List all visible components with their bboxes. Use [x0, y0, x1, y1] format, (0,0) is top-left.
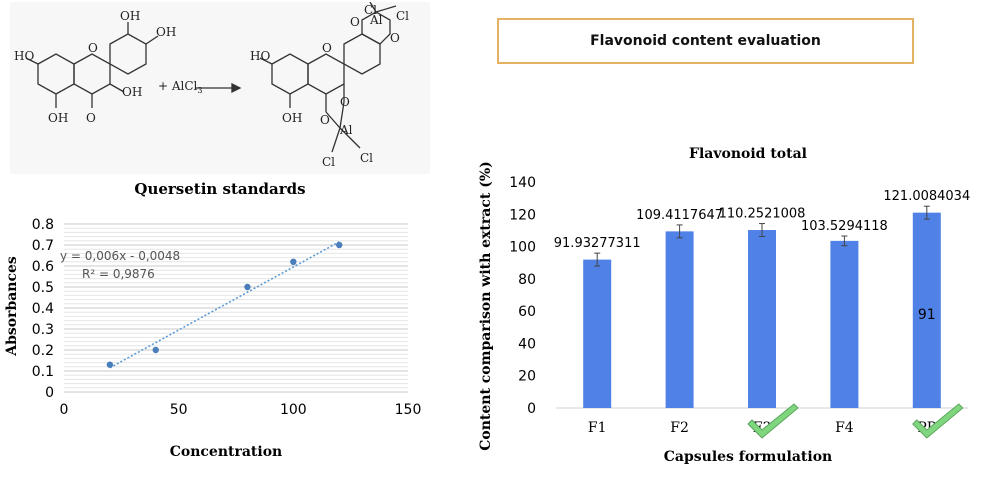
evaluation-title: Flavonoid content evaluation — [590, 33, 821, 49]
chem-label: Cl — [364, 3, 377, 17]
data-label: 109.4117647 — [636, 208, 723, 223]
chem-label: Cl — [322, 155, 335, 169]
chem-label: OH — [120, 9, 140, 23]
y-tick-label: 60 — [518, 304, 536, 320]
y-tick-label: 0.8 — [32, 217, 54, 233]
y-tick-label: 0.7 — [32, 238, 54, 254]
x-tick-label: 0 — [60, 402, 69, 418]
bar-chart: Flavonoid total 0 20 40 60 80 100 120 140 F1 F2 F… — [478, 146, 970, 465]
data-label: 91.93277311 — [554, 236, 641, 251]
scatter-equation: y = 0,006x - 0,0048 — [60, 249, 180, 263]
chem-label: Cl — [360, 151, 373, 165]
chem-label: O — [86, 111, 96, 125]
chem-label: O — [350, 15, 360, 29]
reagent-label: + AlCl3 — [158, 79, 203, 95]
checkmark-icon — [747, 403, 799, 439]
scatter-point — [290, 258, 297, 265]
scatter-point — [336, 241, 343, 249]
y-tick-label: 120 — [509, 207, 536, 223]
x-tick-label: F4 — [835, 420, 854, 436]
y-tick-label: 0 — [45, 385, 54, 401]
data-label: 110.2521008 — [719, 207, 806, 222]
scatter-point — [106, 361, 114, 368]
scatter-xlabel: Concentration — [170, 444, 283, 460]
y-tick-label: 140 — [509, 175, 536, 191]
x-tick-label: F1 — [588, 420, 607, 436]
bar-title: Flavonoid total — [689, 146, 807, 162]
inner-bar-label: 91 — [918, 307, 936, 323]
chem-label: O — [320, 113, 330, 127]
chem-label: HO — [250, 49, 270, 63]
scatter-point — [244, 283, 251, 291]
bar-f2 — [665, 231, 694, 408]
x-tick-label: F2 — [670, 420, 689, 436]
data-label: 121.0084034 — [883, 189, 970, 204]
chem-label: O — [322, 41, 332, 55]
scatter-chart: Quersetin standards 0 0.1 0.2 0.3 0.4 0.5 0.6 0… — [4, 180, 422, 460]
evaluation-title-box: Flavonoid content evaluation — [497, 18, 914, 64]
bar-f1 — [583, 259, 612, 408]
scatter-title: Quersetin standards — [134, 180, 305, 198]
chem-label: Cl — [396, 9, 409, 23]
chem-label: O — [88, 41, 98, 55]
bar-ylabel: Content comparison with extract (%) — [478, 161, 494, 451]
scatter-point — [152, 346, 159, 354]
y-tick-label: 0.3 — [32, 322, 54, 338]
x-tick-label: 50 — [170, 402, 188, 418]
y-tick-label: 20 — [518, 369, 536, 385]
y-tick-label: 40 — [518, 336, 536, 352]
checkmark-icon — [912, 403, 964, 439]
chem-label: O — [390, 31, 400, 45]
bar-xlabel: Capsules formulation — [664, 449, 832, 465]
y-tick-label: 100 — [509, 240, 536, 256]
chem-label: Al — [369, 13, 383, 27]
chem-label: OH — [282, 111, 302, 125]
y-tick-label: 0.5 — [32, 280, 54, 296]
chem-label: OH — [48, 111, 68, 125]
chem-label: OH — [122, 85, 142, 99]
y-tick-label: 0.6 — [32, 259, 54, 275]
y-tick-label: 0.4 — [32, 301, 54, 317]
chem-label: OH — [156, 25, 176, 39]
scatter-r2: R² = 0,9876 — [82, 267, 155, 281]
bar-pp — [912, 212, 941, 408]
x-tick-label: 100 — [280, 402, 307, 418]
chem-label: Al — [339, 123, 353, 137]
data-label: 103.5294118 — [801, 219, 888, 234]
y-tick-label: 0 — [527, 401, 536, 417]
chem-label: O — [340, 95, 350, 109]
scatter-ylabel: Absorbances — [4, 256, 20, 357]
chem-label: HO — [14, 49, 34, 63]
y-tick-label: 80 — [518, 272, 536, 288]
bar-f3 — [748, 230, 776, 408]
y-tick-label: 0.1 — [32, 364, 54, 380]
x-tick-label: 150 — [395, 402, 422, 418]
bar-f4 — [830, 240, 859, 408]
y-tick-label: 0.2 — [32, 343, 54, 359]
reaction-scheme: HO O OH OH OH OH O + AlCl3 Cl Cl O O Al … — [10, 2, 430, 174]
